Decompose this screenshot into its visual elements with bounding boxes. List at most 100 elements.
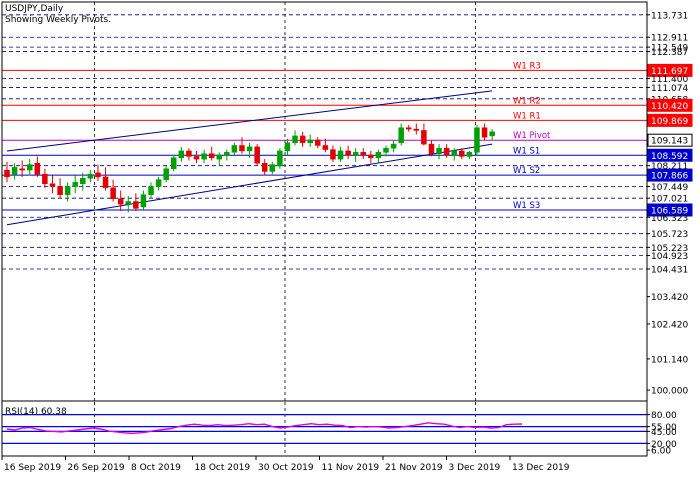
candle-body [125, 201, 132, 205]
candle-body [322, 145, 329, 150]
y-tick-label: 108.592 [651, 152, 688, 162]
candle-body [345, 150, 351, 156]
rsi-tick-label: 80.00 [651, 411, 677, 421]
x-tick-label: 26 Sep 2019 [68, 463, 125, 473]
candle-body [201, 153, 207, 160]
x-tick-label: 3 Dec 2019 [449, 463, 501, 473]
candle-body [49, 183, 56, 187]
candle-body [42, 173, 48, 184]
pivot-label: W1 R3 [513, 61, 541, 71]
chart-title: USDJPY,Daily [5, 4, 64, 14]
candle-body [231, 145, 238, 153]
candle-body [246, 146, 253, 152]
x-tick-label: 30 Oct 2019 [258, 463, 314, 473]
channel-layer [6, 90, 493, 226]
candle-body [216, 154, 222, 160]
price-label-box [647, 113, 693, 127]
y-tick-label: 112.911 [651, 34, 688, 44]
y-tick-label: 110.420 [651, 102, 688, 112]
x-tick-label: 21 Nov 2019 [385, 463, 443, 473]
candle-body [360, 152, 367, 156]
trend-channel-lower [6, 143, 493, 226]
rsi-tick-label: 6.00 [651, 447, 671, 457]
rsi-tick-label: 55.00 [651, 423, 677, 433]
candle-body [481, 127, 488, 138]
x-tick-label: 16 Sep 2019 [4, 463, 61, 473]
candle-body [330, 149, 336, 160]
candle-body [155, 179, 162, 187]
price-label-box [647, 98, 693, 112]
candle-body [254, 146, 260, 164]
candle-body [277, 150, 283, 167]
candle-body [307, 139, 313, 143]
y-tick-label: 112.387 [651, 48, 688, 58]
grid-layer [94, 2, 476, 456]
pivot-label: W1 S1 [513, 146, 540, 156]
candle-body [261, 162, 268, 172]
y-tick-label: 105.223 [651, 244, 688, 254]
price-label-box [647, 168, 693, 182]
axis-layer: 16 Sep 2019 26 Sep 2019 8 Oct 2019 18 Oct 2… [1, 11, 693, 473]
price-label-box [647, 63, 693, 77]
candle-body [368, 154, 374, 159]
candle-body [337, 150, 344, 160]
pivot-label: W1 R2 [513, 96, 541, 106]
rsi-tick-label: 20.00 [651, 440, 677, 450]
candle-body [443, 147, 450, 156]
y-tick-label: 104.923 [651, 252, 688, 262]
rsi-tick-label: 45.00 [651, 428, 677, 438]
y-tick-label: 107.449 [651, 183, 688, 193]
chart-subtitle: Showing Weekly Pivots. [5, 15, 111, 25]
price-label-box [647, 133, 693, 147]
candle-body [284, 142, 291, 152]
y-tick-label: 107.021 [651, 195, 688, 205]
y-tick-label: 111.400 [651, 75, 688, 85]
candle-body [208, 153, 215, 159]
candle-body [299, 135, 306, 143]
candle-body [269, 164, 276, 172]
y-tick-label: 109.143 [651, 137, 688, 147]
levels-layer [2, 14, 647, 270]
x-tick-label: 8 Oct 2019 [131, 463, 181, 473]
candle-body [163, 168, 169, 180]
candle-body [64, 186, 71, 195]
candle-body [133, 201, 139, 209]
candle-body [239, 145, 245, 152]
y-tick-label: 109.869 [651, 117, 688, 127]
candle-body [466, 152, 473, 157]
y-tick-label: 101.140 [651, 355, 688, 365]
candles-layer [4, 123, 495, 213]
x-tick-label: 11 Nov 2019 [322, 463, 380, 473]
candle-body [57, 186, 63, 195]
rsi-title: RSI(14) 60.38 [5, 407, 67, 417]
candle-body [95, 172, 101, 178]
candle-body [383, 147, 389, 153]
price-label-box [647, 148, 693, 162]
candle-body [390, 143, 397, 149]
candle-body [171, 157, 177, 169]
candle-body [26, 164, 33, 171]
y-tick-label: 107.866 [651, 172, 688, 182]
y-tick-label: 104.431 [651, 265, 688, 275]
candle-body [405, 127, 412, 130]
pivot-label: W1 Pivot [513, 131, 551, 141]
trend-channel-upper [6, 90, 493, 152]
pivot-label: W1 S3 [513, 201, 540, 211]
candle-body [224, 152, 230, 156]
candle-body [489, 131, 495, 137]
y-tick-label: 111.697 [651, 67, 688, 77]
candle-body [474, 127, 480, 153]
pivot-label: W1 S2 [513, 166, 540, 176]
y-tick-label: 112.549 [651, 44, 688, 54]
candle-body [459, 150, 465, 157]
candle-body [140, 194, 147, 208]
candle-body [19, 168, 25, 171]
candle-body [186, 150, 192, 157]
y-tick-label: 102.420 [651, 320, 688, 330]
price-label-box [647, 203, 693, 217]
y-tick-label: 108.211 [651, 162, 688, 172]
y-tick-label: 103.420 [651, 293, 688, 303]
candle-body [352, 152, 359, 156]
